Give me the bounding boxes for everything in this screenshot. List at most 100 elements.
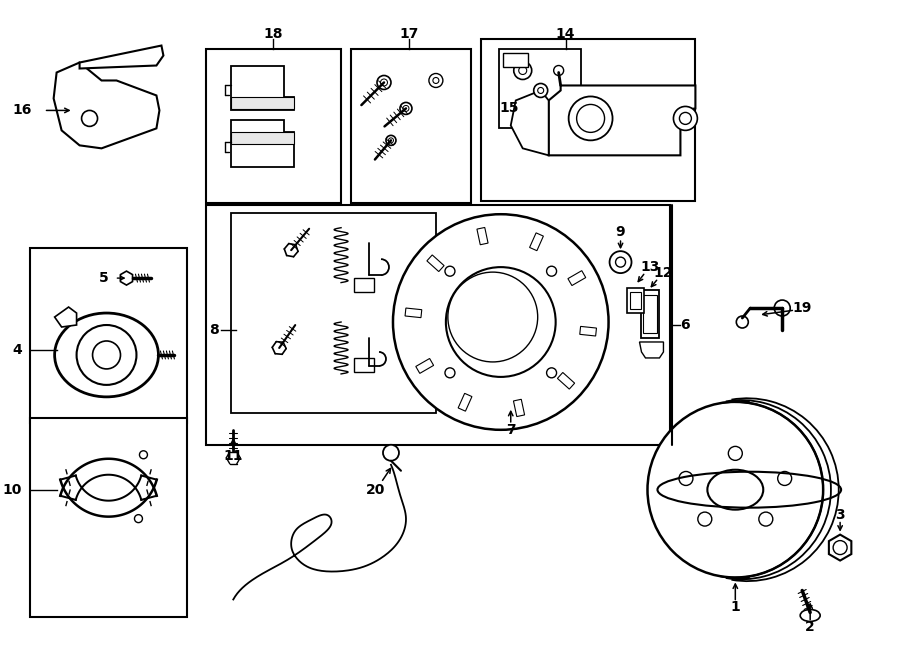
Bar	[231, 214, 436, 413]
Text: 8: 8	[210, 323, 220, 337]
Circle shape	[140, 451, 148, 459]
Bar	[354, 278, 374, 292]
Text: 11: 11	[223, 449, 243, 463]
Polygon shape	[231, 65, 294, 110]
Polygon shape	[510, 91, 549, 155]
Circle shape	[433, 77, 439, 83]
Polygon shape	[514, 399, 525, 416]
Circle shape	[774, 300, 790, 316]
Ellipse shape	[800, 609, 820, 621]
Circle shape	[609, 251, 632, 273]
Circle shape	[445, 266, 455, 276]
Polygon shape	[557, 373, 574, 389]
Bar	[629, 292, 642, 309]
Circle shape	[514, 61, 532, 79]
Bar	[206, 48, 341, 203]
Bar	[642, 290, 660, 338]
Circle shape	[448, 272, 537, 362]
Circle shape	[134, 515, 142, 523]
Text: 9: 9	[616, 225, 625, 239]
Bar	[231, 97, 294, 110]
Polygon shape	[54, 63, 159, 148]
Polygon shape	[55, 307, 76, 327]
Polygon shape	[121, 271, 132, 285]
Polygon shape	[79, 46, 164, 69]
Polygon shape	[416, 358, 434, 373]
Circle shape	[647, 402, 824, 578]
Polygon shape	[458, 393, 472, 411]
Circle shape	[76, 325, 137, 385]
Polygon shape	[640, 342, 663, 358]
Circle shape	[446, 267, 555, 377]
Circle shape	[546, 368, 556, 378]
Circle shape	[393, 214, 608, 430]
Ellipse shape	[707, 470, 763, 510]
Bar	[644, 295, 658, 333]
Circle shape	[679, 471, 693, 485]
Circle shape	[736, 316, 748, 328]
Text: 19: 19	[793, 301, 812, 315]
Bar	[231, 132, 294, 144]
Circle shape	[429, 73, 443, 87]
Text: 5: 5	[99, 271, 109, 285]
Bar	[30, 248, 187, 423]
Text: 20: 20	[366, 483, 386, 496]
Bar	[30, 418, 187, 617]
Text: 3: 3	[835, 508, 845, 522]
Circle shape	[537, 87, 544, 93]
Circle shape	[698, 512, 712, 526]
Text: 17: 17	[400, 26, 419, 40]
Circle shape	[445, 368, 455, 378]
Polygon shape	[477, 227, 488, 245]
Text: 4: 4	[12, 343, 22, 357]
Circle shape	[546, 266, 556, 276]
Polygon shape	[829, 535, 851, 561]
Circle shape	[381, 79, 388, 86]
Circle shape	[728, 446, 742, 460]
Circle shape	[534, 83, 548, 97]
Circle shape	[673, 106, 698, 130]
Bar	[499, 48, 580, 128]
Text: 7: 7	[506, 423, 516, 437]
Circle shape	[759, 512, 773, 526]
Polygon shape	[568, 270, 586, 286]
Polygon shape	[529, 233, 544, 251]
Polygon shape	[549, 85, 696, 155]
Polygon shape	[405, 308, 422, 318]
Circle shape	[554, 65, 563, 75]
Text: 15: 15	[499, 101, 518, 116]
Circle shape	[680, 112, 691, 124]
Circle shape	[403, 106, 409, 112]
Polygon shape	[427, 255, 444, 272]
Text: 10: 10	[3, 483, 22, 496]
Circle shape	[389, 138, 393, 143]
Circle shape	[386, 136, 396, 145]
Bar	[206, 206, 670, 445]
Circle shape	[577, 104, 605, 132]
Bar	[351, 48, 471, 203]
Bar	[354, 358, 374, 372]
Circle shape	[377, 75, 391, 89]
Circle shape	[833, 541, 847, 555]
Bar	[626, 288, 644, 313]
Polygon shape	[231, 120, 294, 167]
Ellipse shape	[55, 313, 158, 397]
Circle shape	[400, 102, 412, 114]
Bar	[481, 38, 696, 201]
Text: 14: 14	[556, 26, 575, 40]
Text: 1: 1	[731, 600, 740, 615]
Circle shape	[778, 471, 792, 485]
Circle shape	[616, 257, 625, 267]
Text: 13: 13	[641, 260, 661, 274]
Text: 2: 2	[806, 621, 815, 635]
Text: 6: 6	[680, 318, 690, 332]
Text: 12: 12	[653, 266, 673, 280]
Bar	[503, 52, 527, 67]
Circle shape	[82, 110, 97, 126]
Circle shape	[383, 445, 399, 461]
Circle shape	[93, 341, 121, 369]
Polygon shape	[580, 327, 597, 336]
Text: 16: 16	[13, 103, 32, 118]
Circle shape	[569, 97, 613, 140]
Text: 18: 18	[264, 26, 283, 40]
